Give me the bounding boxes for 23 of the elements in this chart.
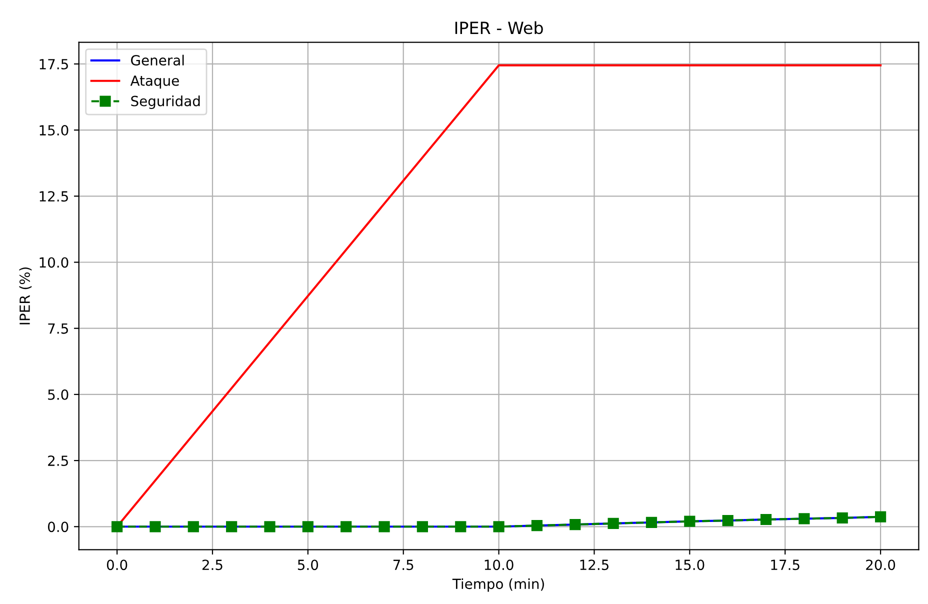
y-axis-title: IPER (%) [19, 267, 32, 324]
x-axis-title: Tiempo (min) [452, 578, 544, 592]
legend-label: Ataque [130, 76, 179, 89]
x-tick-label: 12.5 [580, 560, 608, 570]
x-tick-label: 7.5 [393, 560, 414, 570]
x-tick-label: 10.0 [484, 560, 514, 570]
x-tick-label: 15.0 [676, 560, 704, 570]
x-tick-label: 0.0 [106, 560, 128, 570]
x-tick-label: 17.5 [771, 560, 800, 570]
y-tick-label: 0.0 [48, 522, 68, 532]
y-tick-label: 12.5 [40, 191, 68, 202]
y-tick-label: 17.5 [40, 59, 68, 70]
y-tick-label: 2.5 [48, 456, 68, 466]
legend-label: General [131, 54, 184, 66]
x-tick-label: 20.0 [866, 560, 896, 570]
y-tick-label: 10.0 [40, 257, 68, 268]
x-tick-label: 5.0 [298, 560, 318, 570]
x-tick-label: 2.5 [202, 560, 222, 570]
y-tick-label: 15.0 [40, 125, 68, 136]
y-tick-label: 7.5 [48, 324, 68, 334]
chart-title: IPER - Web [455, 21, 543, 34]
y-tick-label: 5.0 [48, 389, 68, 400]
legend-label: Seguridad [131, 96, 200, 109]
